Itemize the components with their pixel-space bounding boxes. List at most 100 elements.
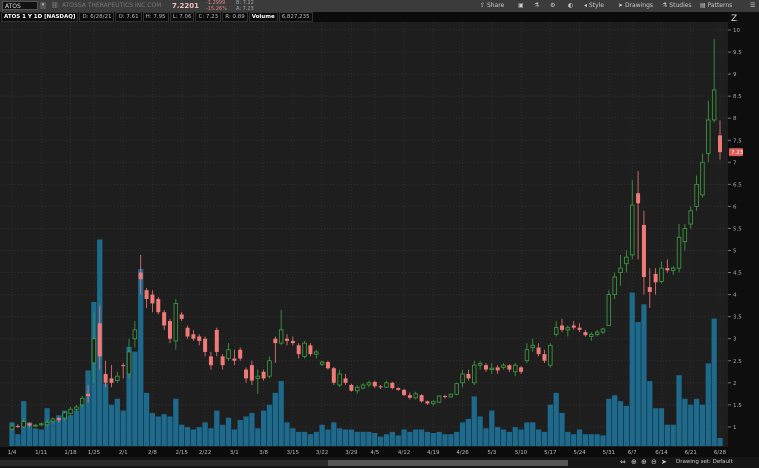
candle-body (44, 422, 50, 426)
volume-bar (658, 408, 665, 446)
bid-price: B: 7.22 (236, 0, 254, 6)
x-tick-label: 2/15 (176, 450, 189, 456)
volume-bar (214, 410, 220, 446)
zoom-reset-icon[interactable]: Z (731, 14, 737, 24)
price-axis: 10 9.5 9 8.5 8 7.5 7 6.5 6 5.5 5 4.5 4 3.5 3 2.5 2 1.5 1 7.… (728, 28, 744, 431)
volume-bar (313, 431, 319, 446)
symbol-dropdown-chevron-icon[interactable]: ▾ (40, 2, 46, 9)
pan-icon[interactable]: ⇔ (620, 458, 626, 466)
volume-bar (62, 410, 68, 446)
drawing-set-icon[interactable]: ◐ (568, 2, 574, 9)
drawings-button[interactable]: ➤ Drawings (618, 0, 653, 12)
volume-bar (430, 433, 436, 446)
candle-body (641, 224, 646, 277)
volume-bar (348, 429, 354, 446)
price-axis-panel[interactable] (728, 12, 759, 457)
candle-body (91, 338, 97, 364)
studies-button[interactable]: ⚗ Studies (662, 0, 692, 12)
candle-body (261, 371, 266, 379)
volume-bar (395, 435, 401, 446)
volume-bar (524, 422, 530, 446)
candle-body (302, 342, 307, 357)
patterns-icon: ▤ (700, 2, 708, 9)
candle-body (495, 367, 500, 371)
candle-body (109, 378, 114, 383)
candle-body (97, 323, 102, 357)
zoom-out-icon[interactable]: ⊖ (651, 458, 657, 466)
volume-bar (301, 431, 308, 446)
candle-body (706, 119, 711, 154)
x-tick-label: 4/5 (370, 450, 379, 456)
candle-body (285, 338, 290, 341)
candle-body (442, 396, 447, 398)
x-tick-label: 5/31 (603, 450, 615, 456)
net-change-percent: -15.26% (206, 6, 227, 12)
zoom-in-icon[interactable]: ⊕ (641, 458, 647, 466)
volume-bar (407, 431, 413, 446)
volume-bar (682, 398, 688, 446)
volume-bar (231, 429, 237, 446)
volume-bar (260, 410, 267, 446)
x-tick-label: 1/25 (88, 450, 101, 456)
volume-bar (32, 428, 39, 446)
volume-bar (167, 416, 173, 446)
volume-bar (454, 431, 460, 446)
info-high: H: 7.95 (142, 12, 169, 22)
crosshair-icon[interactable]: ⊕ (631, 458, 637, 466)
style-button[interactable]: ◂ Style (584, 0, 604, 12)
y-tick-label: 2.5 (733, 359, 742, 365)
flask-icon[interactable]: ⚗ (534, 2, 540, 9)
candle-body (431, 400, 436, 404)
x-tick-label: 5/24 (573, 450, 586, 456)
cursor-icon[interactable]: ➤ (661, 458, 667, 466)
candle-body (62, 412, 67, 419)
volume-bar (459, 422, 466, 446)
symbol-input[interactable]: ATOS (2, 1, 38, 10)
cursor-icon: ➤ (618, 2, 625, 9)
candle-body (378, 386, 383, 388)
volume-bar (179, 424, 185, 446)
volume-bar (606, 398, 612, 446)
candle-body (197, 336, 202, 341)
gear-icon[interactable]: ⚙ (550, 2, 556, 9)
volume-bar (594, 434, 600, 446)
candle-body (384, 382, 389, 388)
volume-bar (337, 428, 343, 446)
candle-body (594, 331, 600, 335)
candle-body (524, 349, 530, 362)
volume-bar (296, 431, 302, 446)
menu-icon[interactable]: ☰ (750, 2, 756, 9)
share-button[interactable]: ⇪ Share (480, 0, 504, 12)
patterns-label: Patterns (707, 2, 733, 9)
candle-body (402, 389, 407, 396)
volume-bar (38, 429, 44, 446)
y-tick-label: 6.5 (733, 182, 742, 188)
studies-label: Studies (669, 2, 692, 9)
volume-bar (220, 424, 226, 446)
volume-bar (483, 428, 489, 446)
volume-bar (354, 431, 360, 446)
snapshot-icon[interactable]: ▣ (518, 2, 524, 9)
candle-body (665, 268, 670, 271)
volume-bar (617, 401, 624, 446)
scrollbar-track[interactable] (0, 460, 400, 466)
volume-bar (693, 398, 700, 446)
volume-bar (600, 435, 606, 446)
volume-bar (512, 427, 518, 446)
volume-bar (571, 434, 577, 446)
volume-bar (202, 422, 208, 446)
candle-body (319, 361, 325, 365)
candle-body (325, 362, 330, 369)
top-toolbar: ATOS ▾ ⛓ ATOSSA THERAPEUTICS INC COM 7.2… (0, 0, 759, 12)
candle-body (27, 423, 32, 426)
volume-bar (255, 428, 261, 446)
candle-body (337, 373, 342, 386)
candle-body (173, 303, 179, 342)
price-chart[interactable]: 10 9.5 9 8.5 8 7.5 7 6.5 6 5.5 5 4.5 4 3.5 3 2.5 2 1.5 1 7.… (0, 0, 759, 457)
candle-body (513, 364, 518, 373)
patterns-button[interactable]: ▤ Patterns (700, 0, 732, 12)
volume-bar (342, 429, 349, 446)
scrollbar-thumb[interactable] (328, 460, 568, 466)
last-price-label: 7.23 (731, 150, 744, 156)
link-icon[interactable]: ⛓ (51, 2, 59, 9)
